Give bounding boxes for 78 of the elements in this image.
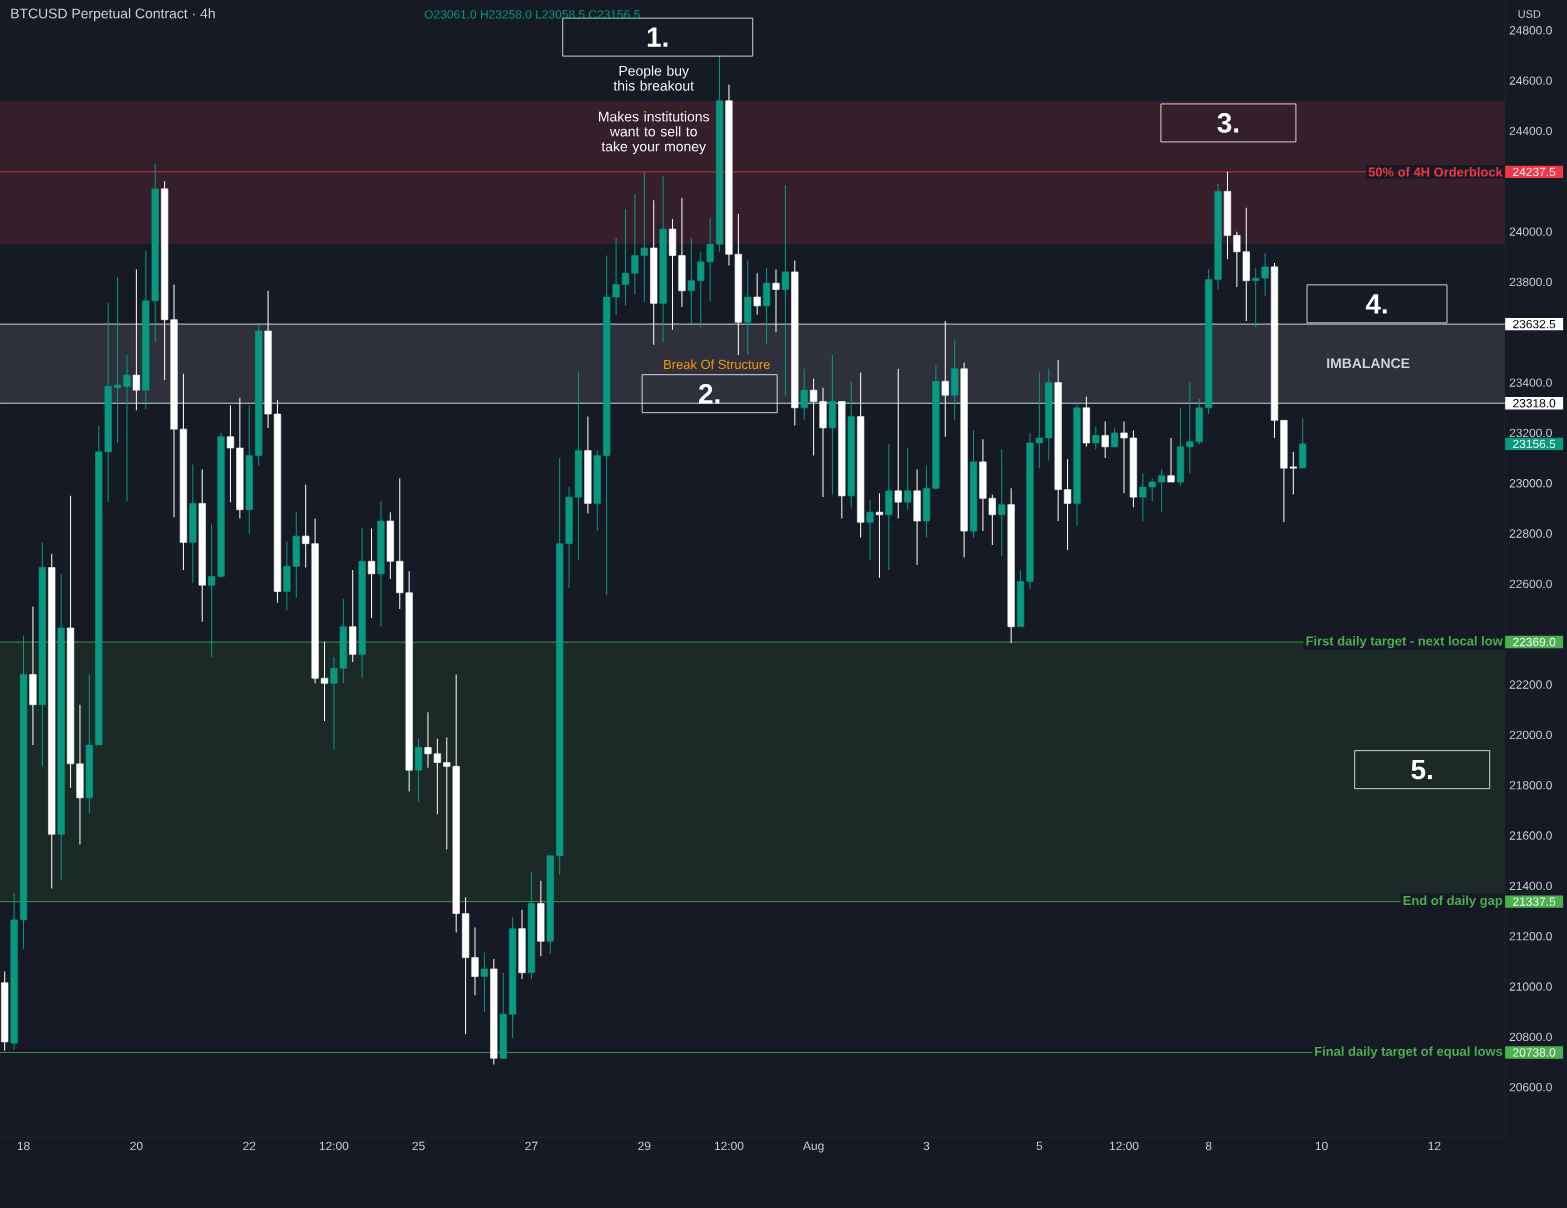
candlestick [762, 267, 771, 345]
candlestick [885, 443, 893, 571]
ref-line-label: First daily target - next local low [1306, 635, 1503, 649]
annotation: 1. [647, 27, 668, 47]
y-tick-label: 21600.0 [1509, 831, 1552, 840]
y-tick-label: 21000.0 [1509, 982, 1552, 991]
y-tick-label: 20600.0 [1509, 1082, 1552, 1092]
x-tick-label: 18 [17, 1141, 30, 1151]
candlestick [875, 492, 884, 579]
annotation: People buy this breakout [613, 65, 694, 91]
x-tick-label: 12:00 [319, 1141, 349, 1151]
ref-line-label: 50% of 4H Orderblock [1368, 167, 1503, 177]
text: 22369.0 [1513, 637, 1556, 647]
x-tick-label: 8 [1205, 1141, 1212, 1151]
y-tick-label: 23400.0 [1509, 378, 1552, 387]
ref-line-label: Final daily target of equal lows [1315, 1046, 1503, 1059]
candlestick [781, 184, 789, 397]
text: 21337.5 [1513, 897, 1556, 906]
annotation: 5. [1411, 759, 1432, 780]
candlestick [367, 528, 376, 619]
annotation: Makes institutions want to sell to take your money [599, 111, 709, 155]
y-tick-label: 23000.0 [1509, 479, 1552, 488]
text: 23318.0 [1513, 399, 1556, 408]
y-tick-label: 21400.0 [1509, 881, 1552, 891]
annotation: 4. [1365, 294, 1387, 314]
candlestick [414, 738, 423, 803]
text: 23632.5 [1513, 319, 1556, 329]
candlestick [1101, 421, 1109, 459]
candlestick [687, 237, 695, 324]
x-tick-label: 12:00 [1109, 1141, 1139, 1151]
y-tick-label: 24000.0 [1509, 227, 1552, 236]
y-tick-label: 22800.0 [1509, 529, 1552, 538]
text: 20738.0 [1513, 1048, 1556, 1057]
candlestick [320, 641, 329, 722]
y-tick-label: 21200.0 [1509, 932, 1552, 941]
annotation: 2. [699, 383, 720, 404]
candlestick [800, 368, 808, 421]
x-tick-label: Aug [802, 1141, 824, 1153]
candlestick [1167, 437, 1175, 483]
x-tick-label: 22 [243, 1141, 256, 1151]
y-tick-label: 23200.0 [1509, 428, 1552, 438]
y-axis-title: USD [1518, 10, 1541, 18]
x-tick-label: 12 [1428, 1141, 1441, 1151]
candlestick [753, 272, 761, 316]
x-tick-label: 12:00 [714, 1141, 744, 1151]
candlestick [998, 448, 1006, 557]
candlestick [866, 499, 874, 561]
text: BTCUSD Perpetual Contract · 4h [11, 8, 215, 22]
y-tick-label: 22000.0 [1509, 730, 1552, 740]
candlestick [1111, 427, 1119, 448]
candlestick [480, 952, 488, 1013]
y-tick-label: 22200.0 [1509, 680, 1552, 689]
y-tick-label: 24400.0 [1509, 126, 1552, 136]
x-tick-label: 10 [1315, 1141, 1328, 1151]
annotation: Break Of Structure [664, 359, 770, 369]
annotation: IMBALANCE [1327, 358, 1410, 369]
y-tick-label: 23800.0 [1509, 277, 1552, 287]
x-tick-label: 20 [130, 1141, 143, 1151]
candlestick [621, 208, 630, 307]
candlestick [904, 447, 912, 511]
y-tick-label: 24600.0 [1509, 76, 1552, 85]
candlestick [1092, 426, 1100, 450]
y-tick-label: 22600.0 [1509, 579, 1552, 589]
x-tick-label: 25 [412, 1141, 425, 1151]
y-tick-label: 24800.0 [1509, 26, 1552, 35]
x-tick-label: 27 [525, 1141, 538, 1151]
x-tick-label: 5 [1036, 1141, 1043, 1151]
annotation: 3. [1217, 113, 1239, 133]
ref-line-label: End of daily gap [1403, 895, 1503, 908]
x-tick-label: 29 [638, 1141, 651, 1151]
text: 23156.5 [1513, 439, 1556, 449]
candlestick [1158, 468, 1166, 513]
x-tick-label: 3 [923, 1141, 930, 1151]
text: O23061.0 H23258.0 L23058.5 C23156.5 [424, 10, 640, 19]
text: 24237.5 [1513, 167, 1556, 177]
y-tick-label: 20800.0 [1509, 1032, 1552, 1042]
candlestick [1063, 458, 1072, 551]
y-tick-label: 21800.0 [1509, 781, 1552, 790]
